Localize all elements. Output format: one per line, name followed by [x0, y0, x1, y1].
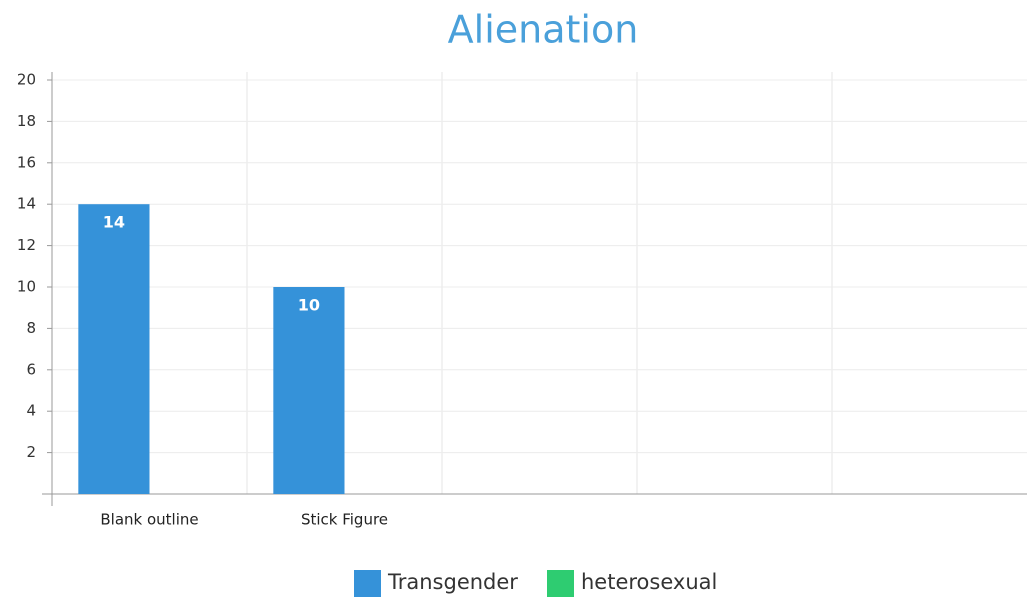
y-tick-label: 16	[17, 153, 36, 171]
y-tick-label: 20	[17, 71, 36, 89]
y-tick-label: 2	[26, 443, 36, 461]
y-tick-label: 8	[26, 319, 36, 337]
legend-swatch	[547, 570, 574, 597]
y-tick-label: 14	[17, 195, 36, 213]
x-tick-label: Blank outline	[100, 511, 198, 529]
x-tick-label: Stick Figure	[301, 511, 388, 529]
bar	[273, 287, 345, 494]
y-tick-label: 4	[26, 402, 36, 420]
legend-label: Transgender	[387, 570, 518, 594]
y-tick-label: 12	[17, 236, 36, 254]
bar	[78, 204, 150, 494]
y-tick-label: 10	[17, 278, 36, 296]
chart-title: Alienation	[448, 8, 639, 52]
legend-swatch	[354, 570, 381, 597]
data-label: 14	[103, 213, 125, 232]
y-tick-label: 18	[17, 112, 36, 130]
legend-label: heterosexual	[581, 570, 717, 594]
y-tick-label: 6	[26, 360, 36, 378]
data-label: 10	[298, 296, 320, 315]
